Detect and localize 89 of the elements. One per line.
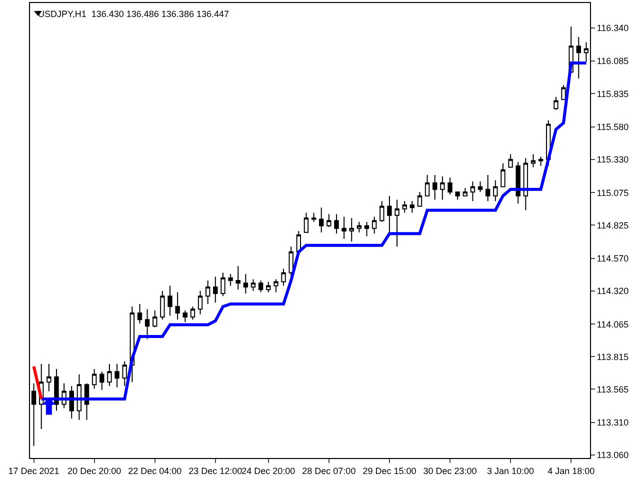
y-tick-label: 114.825 [596, 220, 629, 230]
candlestick [304, 212, 309, 233]
candlestick [394, 199, 400, 248]
candlestick [455, 191, 460, 200]
candlestick [478, 181, 483, 192]
candlestick [152, 310, 158, 328]
candlestick [500, 162, 506, 188]
candlestick [334, 214, 339, 234]
x-tick-label: 3 Jan 10:00 [487, 466, 534, 476]
candlestick [372, 216, 377, 234]
candlestick [402, 200, 407, 214]
candlestick [160, 290, 165, 320]
candlestick [387, 195, 392, 233]
candlestick [76, 374, 82, 420]
candlestick [243, 273, 248, 294]
candlestick [364, 221, 370, 237]
candlestick [493, 180, 498, 202]
candlestick [220, 272, 226, 297]
candlestick [100, 371, 104, 390]
candlestick [213, 276, 218, 304]
y-tick-label: 114.065 [596, 319, 629, 330]
candlestick [114, 363, 120, 388]
candlestick [182, 310, 188, 323]
x-tick-label: 24 Dec 20:00 [242, 466, 296, 476]
y-tick-label: 114.570 [596, 254, 629, 264]
x-tick-label: 30 Dec 23:00 [423, 466, 477, 476]
y-tick-label: 113.060 [596, 450, 629, 460]
candlestick [175, 292, 180, 320]
candlestick [228, 273, 233, 286]
y-tick-label: 113.565 [596, 384, 629, 394]
candlestick [288, 246, 294, 278]
x-tick-label: 17 Dec 2021 [8, 466, 60, 476]
x-tick-label: 20 Dec 20:00 [68, 466, 122, 476]
candlestick [266, 281, 271, 293]
candlestick [342, 216, 346, 240]
candlestick [319, 207, 324, 233]
candlestick [205, 280, 210, 304]
candlestick [274, 278, 278, 293]
candlestick [168, 285, 172, 316]
candlestick [258, 280, 264, 293]
y-tick-label: 114.320 [596, 286, 629, 296]
y-tick-label: 115.330 [596, 154, 629, 165]
candlestick [349, 218, 354, 242]
candlestick [485, 174, 490, 202]
candlestick [440, 176, 445, 200]
candlestick [561, 84, 566, 100]
y-tick-label: 113.815 [596, 352, 629, 362]
candlestick [311, 212, 316, 222]
text: USDJPY,H1 136.430 136.486 136.386 136.447 [38, 9, 229, 20]
candlestick [92, 368, 97, 390]
candlestick [576, 36, 581, 80]
candlestick [198, 290, 203, 315]
candlestick [46, 363, 52, 392]
y-tick-label: 116.085 [596, 56, 629, 66]
x-tick-label: 23 Dec 12:00 [188, 466, 242, 476]
y-tick-label: 115.075 [596, 188, 629, 198]
x-tick-label: 29 Dec 15:00 [362, 466, 416, 476]
candlestick [554, 96, 558, 110]
candlestick [516, 162, 520, 204]
candlestick [470, 181, 476, 202]
candlestick [137, 303, 142, 324]
candlestick [281, 268, 286, 286]
candlestick [448, 177, 452, 196]
candlestick [424, 174, 430, 196]
y-tick-label: 115.580 [596, 122, 629, 132]
x-tick-label: 22 Dec 04:00 [128, 466, 182, 476]
candlestick [417, 191, 422, 207]
x-tick-label: 28 Dec 07:00 [302, 466, 356, 476]
candlestick [107, 363, 112, 386]
y-tick-label: 116.340 [596, 23, 629, 34]
candlestick [190, 306, 196, 320]
x-tick-label: 4 Jan 18:00 [548, 466, 595, 476]
line-series [40, 62, 588, 401]
candlestick [356, 221, 362, 233]
candlestick [250, 278, 256, 292]
y-tick-label: 113.310 [596, 418, 629, 428]
candlestick [523, 158, 528, 211]
candlestick [538, 156, 544, 166]
candlestick [380, 200, 384, 222]
candlestick [236, 266, 240, 290]
candlestick [432, 174, 438, 200]
candlestick [410, 200, 415, 214]
candlestick [530, 154, 536, 168]
candlestick [122, 360, 127, 386]
candlestick [462, 188, 468, 196]
y-tick-label: 115.835 [596, 88, 629, 99]
candlestick [144, 308, 150, 340]
candlestick [326, 214, 332, 228]
candlestick [508, 154, 513, 168]
